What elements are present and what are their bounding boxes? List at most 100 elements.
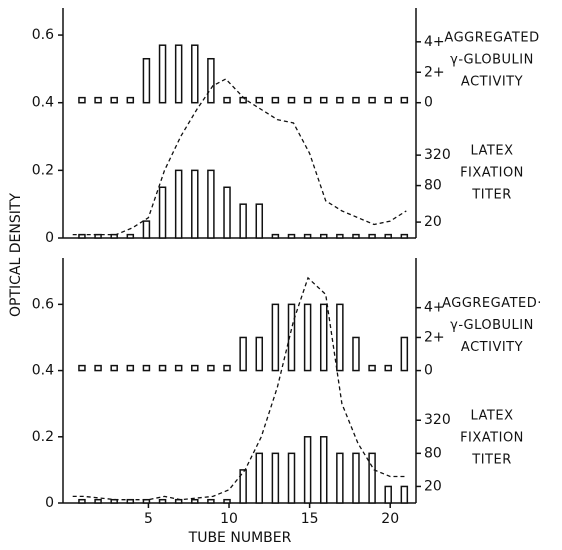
bar — [110, 233, 118, 239]
bar — [142, 57, 151, 104]
bar — [223, 186, 231, 239]
bar — [319, 96, 328, 104]
annotation: ACTIVITY — [461, 340, 523, 355]
bar — [384, 96, 392, 104]
y2-tick-label: 2+ — [424, 64, 445, 80]
y-tick-label: 0.2 — [32, 162, 54, 178]
annotation: AGGREGATED — [444, 30, 539, 45]
y2-tick-label: 4+ — [424, 34, 445, 50]
bar — [223, 364, 231, 372]
y2-tick-label: 80 — [424, 178, 442, 194]
bar — [174, 364, 183, 372]
bar — [207, 364, 215, 372]
bar — [255, 452, 264, 504]
annotation: LATEX — [471, 144, 514, 159]
bar — [303, 303, 312, 372]
bar — [94, 233, 102, 239]
bar — [303, 96, 312, 104]
bar — [78, 498, 86, 504]
bar — [158, 364, 167, 372]
annotation: γ-GLOBULIN — [450, 52, 534, 67]
bar — [158, 44, 167, 104]
bar — [352, 336, 360, 372]
bar — [239, 96, 247, 104]
bar — [271, 452, 280, 504]
y-tick-label: 0.2 — [32, 429, 54, 445]
bar — [207, 57, 215, 104]
bar — [303, 436, 312, 504]
bar — [110, 364, 118, 372]
bar — [94, 364, 102, 372]
bar — [78, 364, 86, 372]
bar — [239, 336, 247, 372]
bar — [158, 498, 167, 504]
y2-tick-label: 80 — [424, 445, 442, 461]
bar — [271, 233, 280, 239]
x-tick-label: 10 — [220, 511, 238, 527]
bar — [158, 186, 167, 239]
bar — [287, 452, 296, 504]
bar — [271, 303, 280, 372]
bar — [368, 452, 376, 504]
annotation: TITER — [471, 453, 511, 468]
annotation: LATEX — [471, 409, 514, 424]
bar — [191, 498, 199, 504]
bar — [255, 203, 264, 239]
y2-tick-label: 20 — [424, 478, 442, 494]
bar — [126, 233, 135, 239]
x-tick-label: 15 — [301, 511, 319, 527]
bar — [126, 96, 135, 104]
bar — [287, 233, 296, 239]
bar — [223, 96, 231, 104]
bar — [191, 44, 199, 104]
bar — [400, 336, 409, 372]
y-tick-label: 0 — [45, 230, 54, 246]
bar — [336, 452, 344, 504]
bar — [400, 96, 409, 104]
bar — [110, 96, 118, 104]
x-tick-label: 20 — [381, 511, 399, 527]
bar — [78, 96, 86, 104]
y2-tick-label: 2+ — [424, 329, 445, 345]
bar — [94, 96, 102, 104]
bar — [94, 498, 102, 504]
bar — [255, 96, 264, 104]
bar — [352, 96, 360, 104]
bar — [239, 203, 247, 239]
bar — [400, 485, 409, 504]
annotation: TITER — [471, 188, 511, 203]
bar — [239, 469, 247, 504]
y-tick-label: 0.6 — [32, 296, 54, 312]
y2-tick-label: 0 — [424, 95, 433, 111]
y-tick-label: 0.4 — [32, 363, 54, 379]
bar — [384, 364, 392, 372]
bar — [319, 303, 328, 372]
y-axis-label: OPTICAL DENSITY — [8, 193, 24, 317]
bar — [287, 303, 296, 372]
y-tick-label: 0.6 — [32, 27, 54, 43]
bar — [271, 96, 280, 104]
bar — [368, 364, 376, 372]
bar — [368, 233, 376, 239]
bar — [336, 233, 344, 239]
bar — [319, 233, 328, 239]
x-tick-label: 5 — [144, 511, 153, 527]
bar — [384, 233, 392, 239]
bar — [223, 498, 231, 504]
x-axis-label: TUBE NUMBER — [188, 530, 292, 546]
y2-tick-label: 320 — [424, 412, 451, 428]
y2-tick-label: 20 — [424, 214, 442, 230]
annotation: ACTIVITY — [461, 74, 523, 89]
bar — [319, 436, 328, 504]
bar — [352, 233, 360, 239]
bar — [174, 44, 183, 104]
y2-tick-label: 4+ — [424, 300, 445, 316]
y-tick-label: 0 — [45, 495, 54, 511]
annotation: γ-GLOBULIN — [450, 318, 534, 333]
y2-tick-label: 320 — [424, 147, 451, 163]
bar — [303, 233, 312, 239]
annotation: FIXATION — [460, 431, 524, 446]
bar — [110, 498, 118, 504]
y2-tick-label: 0 — [424, 363, 433, 379]
